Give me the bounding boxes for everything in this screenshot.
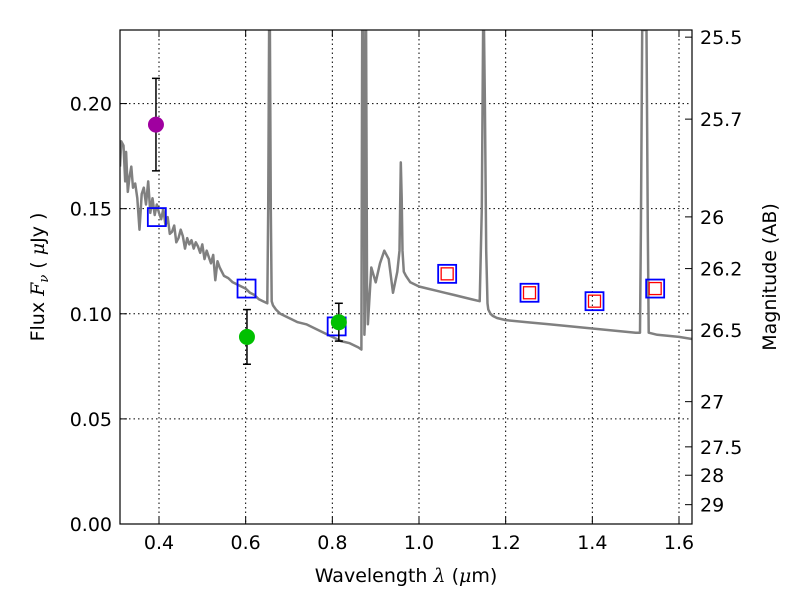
x-tick-label: 0.6 (231, 532, 261, 554)
upper-limit-square-marker (587, 294, 602, 308)
y2-tick-label: 25.7 (700, 109, 742, 131)
y2-tick-label: 28 (700, 465, 724, 487)
observed-point (147, 116, 164, 133)
y-axis-label: Flux Fν ( μJy ) (27, 213, 52, 342)
x-tick-label: 1.0 (404, 532, 434, 554)
y2-tick-label: 29 (700, 495, 724, 517)
y2-tick-label: 27 (700, 392, 724, 414)
y-tick-label: 0.00 (70, 514, 112, 536)
observed-point (330, 314, 347, 331)
y-tick-label: 0.15 (70, 199, 112, 221)
upper-limit-square-marker (522, 286, 537, 300)
model-square-marker (236, 278, 257, 299)
y2-tick-label: 25.5 (700, 27, 742, 49)
observed-point (238, 328, 255, 345)
y2-tick-label: 26.2 (700, 259, 742, 281)
plot-frame (119, 29, 693, 525)
model-square-marker (584, 291, 605, 312)
x-tick-label: 0.8 (317, 532, 347, 554)
model-square-marker (437, 263, 458, 284)
model-square-marker (519, 282, 540, 303)
model-square-marker (146, 207, 167, 227)
model-spectrum-line (120, 30, 692, 351)
model-square-marker (645, 278, 666, 299)
y2-tick-label: 26.5 (700, 320, 742, 342)
y-tick-label: 0.10 (70, 304, 112, 326)
y-tick-label: 0.05 (70, 409, 112, 431)
x-axis-label: Wavelength λ (μm) (315, 565, 498, 587)
upper-limit-square-marker (440, 267, 454, 281)
plot-area (120, 30, 692, 365)
y2-tick-label: 27.5 (700, 437, 742, 459)
y2-axis-label: Magnitude (AB) (759, 203, 781, 351)
x-tick-label: 0.4 (144, 532, 174, 554)
x-tick-label: 1.2 (491, 532, 521, 554)
x-tick-label: 1.4 (577, 532, 607, 554)
y2-tick-label: 26 (700, 207, 724, 229)
axis-ticks: 0.4 0.6 0.8 1.0 1.2 1.4 1.6 0.00 0.05 0.10 0.15 0.2… (70, 27, 743, 554)
x-tick-label: 1.6 (664, 532, 694, 554)
upper-limit-square-marker (648, 281, 662, 296)
y-tick-label: 0.20 (70, 94, 112, 116)
